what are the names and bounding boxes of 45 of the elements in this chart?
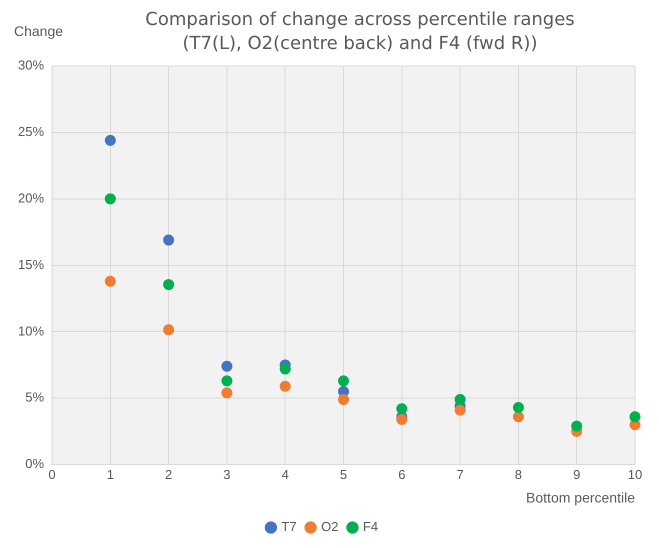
- point: [163, 279, 174, 290]
- point: [630, 411, 640, 422]
- x-tick-label: 4: [282, 466, 289, 482]
- point: [104, 276, 116, 287]
- point: [221, 360, 232, 372]
- point: [396, 403, 408, 414]
- point: [512, 402, 524, 413]
- y-tick-label: 0%: [25, 456, 44, 472]
- x-tick-label: 2: [165, 466, 172, 482]
- x-tick-label: 10: [628, 466, 642, 482]
- point: [454, 404, 466, 416]
- point: [454, 394, 466, 405]
- point: [396, 414, 408, 425]
- point: [280, 363, 291, 374]
- point: [280, 380, 291, 392]
- y-tick-label: 20%: [18, 190, 44, 206]
- point: [163, 324, 174, 336]
- y-tick-label: 10%: [18, 323, 44, 338]
- point: [512, 411, 524, 422]
- x-tick-label: 6: [398, 466, 406, 482]
- x-tick-label: 5: [340, 466, 348, 482]
- point: [221, 387, 232, 398]
- x-tick-label: 0: [48, 466, 56, 482]
- y-tick-label: 15%: [18, 256, 44, 272]
- x-axis-title: Bottom percentile: [526, 489, 636, 506]
- x-tick-label: 7: [456, 466, 464, 482]
- y-tick-label: 25%: [18, 124, 44, 140]
- point: [571, 420, 582, 432]
- x-tick-label: 9: [573, 466, 580, 482]
- y-tick-label: 5%: [25, 390, 44, 405]
- point: [163, 234, 174, 246]
- point: [104, 193, 116, 204]
- legend-label: O2: [321, 519, 338, 534]
- x-tick-label: 8: [514, 466, 522, 482]
- point: [104, 134, 116, 146]
- x-tick-label: 1: [106, 466, 114, 482]
- legend-label: F4: [362, 519, 378, 534]
- point: [221, 375, 232, 386]
- x-tick-label: 3: [223, 466, 231, 482]
- y-tick-label: 30%: [18, 58, 44, 73]
- point: [338, 375, 350, 386]
- chart-title: Comparison of change across percentile ranges (T7(L), O2(centre back) and F4 (fwd R)): [144, 8, 576, 56]
- point: [338, 394, 350, 405]
- legend-label: T7: [281, 519, 297, 534]
- y-axis-title: Change: [14, 22, 64, 39]
